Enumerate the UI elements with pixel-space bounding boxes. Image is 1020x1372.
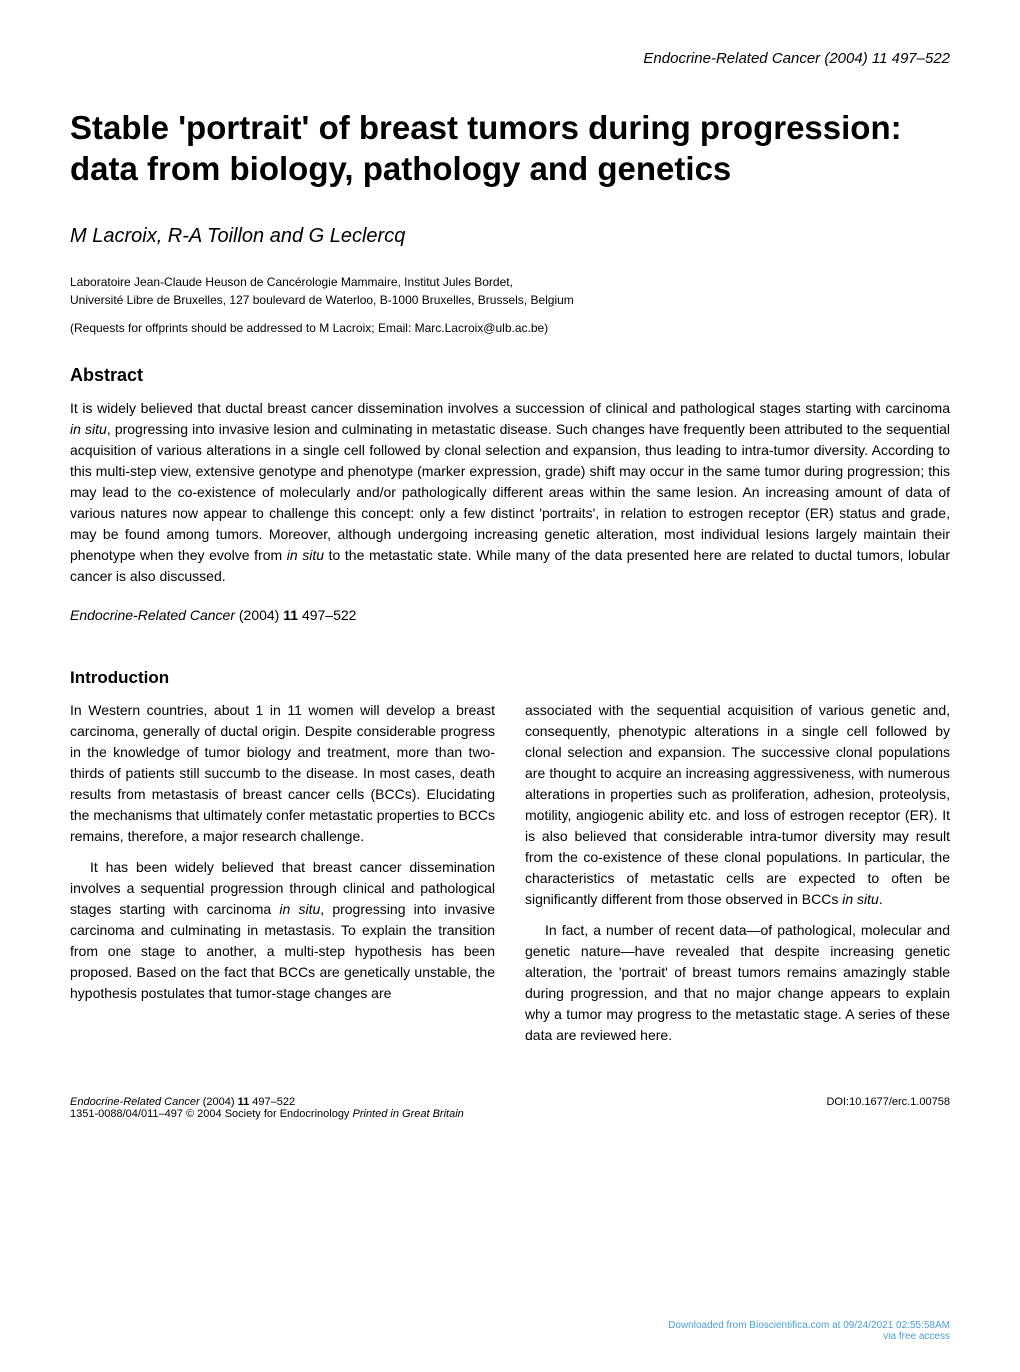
abstract-text-2: , progressing into invasive lesion and c… [70,421,950,563]
footer-issn: 1351-0088/04/011–497 © 2004 Society for … [70,1108,464,1120]
introduction-col-left: In Western countries, about 1 in 11 wome… [70,700,495,1056]
introduction-columns: In Western countries, about 1 in 11 wome… [70,700,950,1056]
affiliation: Laboratoire Jean-Claude Heuson de Cancér… [70,273,950,309]
journal-header: Endocrine-Related Cancer (2004) 11 497–5… [70,50,950,67]
citation-pages: 497–522 [302,607,357,623]
intro-para-2: It has been widely believed that breast … [70,857,495,1004]
intro-p2-italic: in situ [279,901,320,917]
citation-journal: Endocrine-Related Cancer [70,607,235,623]
intro-p3-b: . [879,891,883,907]
footer-journal: Endocrine-Related Cancer [70,1096,200,1108]
abstract-italic-1: in situ [70,421,107,437]
footer-citation: Endocrine-Related Cancer (2004) 11 497–5… [70,1096,464,1108]
citation: Endocrine-Related Cancer (2004) 11 497–5… [70,607,950,623]
intro-para-4: In fact, a number of recent data—of path… [525,920,950,1046]
affiliation-line-1: Laboratoire Jean-Claude Heuson de Cancér… [70,273,950,291]
article-title: Stable 'portrait' of breast tumors durin… [70,107,950,190]
intro-para-1: In Western countries, about 1 in 11 wome… [70,700,495,847]
correspondence: (Requests for offprints should be addres… [70,321,950,335]
abstract-text-1: It is widely believed that ductal breast… [70,400,950,416]
footer-issn-text: 1351-0088/04/011–497 © 2004 Society for … [70,1108,353,1120]
citation-volume: 11 [283,607,298,623]
abstract-italic-2: in situ [287,547,324,563]
download-note: Downloaded from Bioscientifica.com at 09… [70,1320,950,1342]
affiliation-line-2: Université Libre de Bruxelles, 127 boule… [70,291,950,309]
citation-year: (2004) [239,607,279,623]
intro-p3-a: associated with the sequential acquisiti… [525,702,950,907]
authors: M Lacroix, R-A Toillon and G Leclercq [70,225,950,248]
footer-doi: DOI:10.1677/erc.1.00758 [826,1096,950,1108]
footer-right: DOI:10.1677/erc.1.00758 [826,1096,950,1120]
intro-para-3: associated with the sequential acquisiti… [525,700,950,910]
footer-printed: Printed in Great Britain [353,1108,464,1120]
page-footer: Endocrine-Related Cancer (2004) 11 497–5… [70,1096,950,1120]
intro-p3-italic: in situ [842,891,879,907]
footer-year: (2004) [203,1096,235,1108]
footer-left: Endocrine-Related Cancer (2004) 11 497–5… [70,1096,464,1120]
abstract-body: It is widely believed that ductal breast… [70,398,950,587]
footer-pages: 497–522 [252,1096,295,1108]
abstract-heading: Abstract [70,365,950,386]
download-line-1: Downloaded from Bioscientifica.com at 09… [668,1320,950,1331]
introduction-col-right: associated with the sequential acquisiti… [525,700,950,1056]
footer-volume: 11 [238,1096,250,1108]
introduction-heading: Introduction [70,668,950,688]
download-line-2: via free access [70,1331,950,1342]
